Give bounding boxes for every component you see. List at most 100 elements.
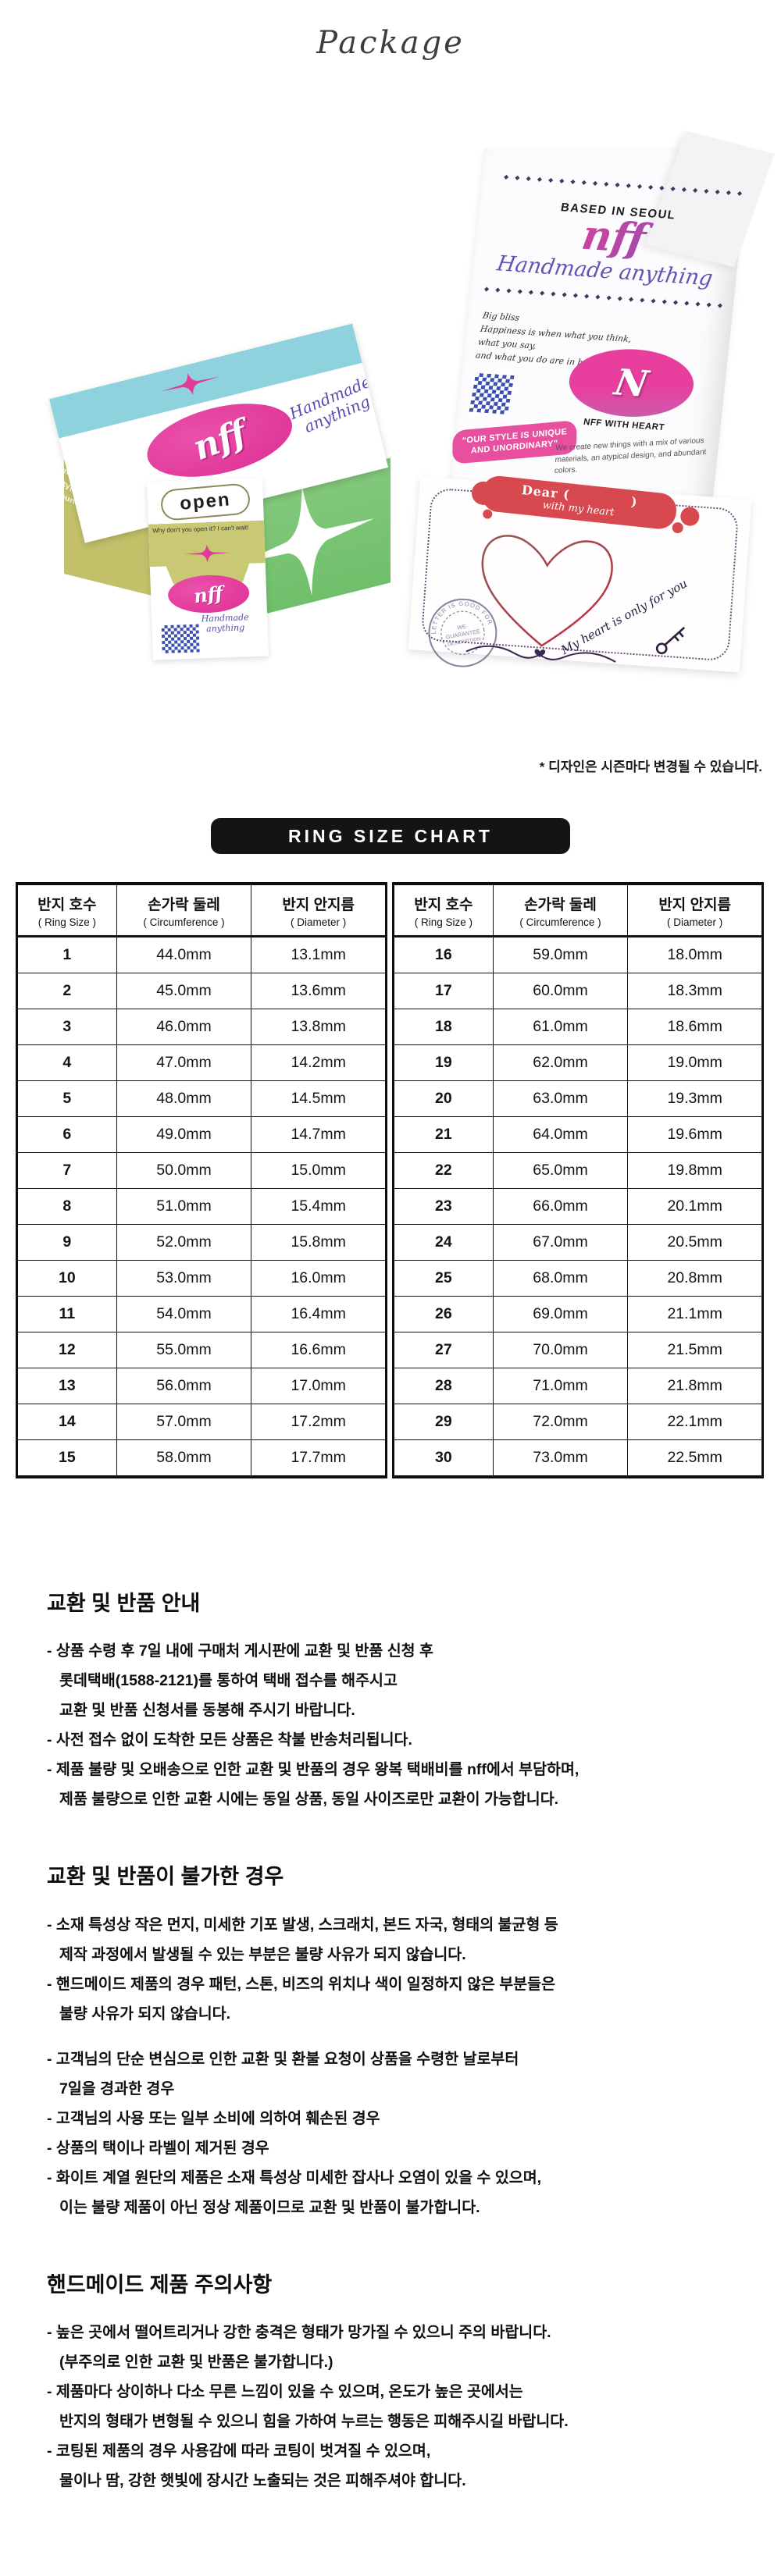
bag-print: ◆ ◆ ◆ ◆ ◆ ◆ ◆ ◆ ◆ ◆ ◆ ◆ ◆ ◆ ◆ ◆ ◆ ◆ ◆ ◆ … [451, 153, 747, 499]
diameter-cell: 19.3mm [627, 1080, 763, 1117]
policy-line: 제작 과정에서 발생될 수 있는 부분은 불량 사유가 되지 않습니다. [59, 1945, 466, 1963]
table-row: 26 69.0mm 21.1mm [393, 1296, 763, 1332]
bag-n-emblem: N [563, 345, 700, 422]
table-row: 30 73.0mm 22.5mm [393, 1439, 763, 1478]
open-label-graphic: open [159, 482, 251, 521]
key-icon [655, 626, 686, 655]
ring-size-cell: 12 [16, 1332, 117, 1368]
bag-emblem: N NFF WITH HEART [553, 344, 708, 434]
table-row: 21 64.0mm 19.6mm [393, 1116, 763, 1153]
policy-line: - 핸드메이드 제품의 경우 패턴, 스톤, 비즈의 위치나 색이 일정하지 않… [47, 1975, 556, 1993]
col-diameter: 반지 안지름( Diameter ) [627, 883, 763, 937]
policy-line: - 코팅된 제품의 경우 사용감에 따라 코팅이 벗겨질 수 있으며, [47, 2443, 431, 2460]
ring-size-cell: 27 [393, 1332, 494, 1368]
ring-size-cell: 7 [16, 1152, 117, 1189]
open-label-text: open [179, 489, 232, 514]
table-row: 3 46.0mm 13.8mm [16, 1009, 387, 1045]
diameter-cell: 20.8mm [627, 1260, 763, 1297]
table-row: 23 66.0mm 20.1mm [393, 1188, 763, 1225]
col-ring-size: 반지 호수( Ring Size ) [393, 883, 494, 937]
table-row: 13 56.0mm 17.0mm [16, 1368, 387, 1404]
diamond-chain-ornament: ◆ ◆ ◆ ◆ ◆ ◆ ◆ ◆ ◆ ◆ ◆ ◆ ◆ ◆ ◆ ◆ ◆ ◆ ◆ ◆ … [503, 173, 743, 197]
ring-size-table-right: 반지 호수( Ring Size ) 손가락 둘레( Circumference… [392, 882, 764, 1478]
star-cross-icon [239, 486, 374, 596]
table-row: 15 58.0mm 17.7mm [16, 1439, 387, 1478]
diameter-cell: 14.2mm [251, 1044, 387, 1081]
diameter-cell: 19.0mm [627, 1044, 763, 1081]
ring-size-cell: 24 [393, 1224, 494, 1261]
policy-line: - 사전 접수 없이 도착한 모든 상품은 착불 반송처리됩니다. [47, 1731, 412, 1749]
ring-size-cell: 19 [393, 1044, 494, 1081]
ring-size-cell: 29 [393, 1404, 494, 1440]
ring-size-cell: 6 [16, 1116, 117, 1153]
policy-section: 교환 및 반품이 불가한 경우 - 소재 특성상 작은 먼지, 미세한 기포 발생… [47, 1864, 750, 2222]
box-nff-logo-text: nff [187, 412, 252, 468]
ring-size-cell: 14 [16, 1404, 117, 1440]
table-row: 25 68.0mm 20.8mm [393, 1260, 763, 1297]
page-title: Package [316, 25, 465, 61]
package-photo-collage: ◆ ◆ ◆ ◆ ◆ ◆ ◆ ◆ ◆ ◆ ◆ ◆ ◆ ◆ ◆ ◆ ◆ ◆ ◆ ◆ … [0, 0, 781, 788]
box-lid-teal-band [48, 323, 362, 439]
circumference-cell: 48.0mm [116, 1080, 252, 1117]
circumference-cell: 54.0mm [116, 1296, 252, 1332]
box-tab-band: Why don't you open it? I can't wait! [148, 520, 266, 585]
policy-line: - 높은 곳에서 떨어트리거나 강한 충격은 형태가 망가질 수 있으니 주의 … [47, 2324, 551, 2342]
policy-sections: 교환 및 반품 안내 - 상품 수령 후 7일 내에 구매처 게시판에 교환 및 … [47, 1591, 750, 2546]
table-row: 1 44.0mm 13.1mm [16, 936, 387, 973]
table-header-row: 반지 호수( Ring Size ) 손가락 둘레( Circumference… [393, 883, 763, 937]
policy-line: - 고객님의 사용 또는 일부 소비에 의하여 훼손된 경우 [47, 2109, 380, 2127]
circumference-cell: 50.0mm [116, 1152, 252, 1189]
diameter-cell: 19.6mm [627, 1116, 763, 1153]
sparkle-icon [161, 372, 219, 395]
box-tab-caption: Why don't you open it? I can't wait! [152, 524, 249, 535]
ring-size-cell: 17 [393, 973, 494, 1009]
diameter-cell: 15.0mm [251, 1152, 387, 1189]
table-row: 12 55.0mm 16.6mm [16, 1332, 387, 1368]
circumference-cell: 51.0mm [116, 1188, 252, 1225]
ring-size-cell: 22 [393, 1152, 494, 1189]
diameter-cell: 20.5mm [627, 1224, 763, 1261]
ring-size-cell: 10 [16, 1260, 117, 1297]
sparkle-icon [184, 543, 231, 564]
design-note: * 디자인은 시즌마다 변경될 수 있습니다. [539, 760, 762, 774]
diameter-cell: 17.2mm [251, 1404, 387, 1440]
ring-size-table-left: 반지 호수( Ring Size ) 손가락 둘레( Circumference… [16, 882, 387, 1478]
ring-size-tables: 반지 호수( Ring Size ) 손가락 둘레( Circumference… [16, 882, 764, 1478]
policy-line: 이는 불량 제품이 아닌 정상 제품이므로 교환 및 반품이 불가합니다. [59, 2198, 480, 2216]
box-tab-nff-text: nff [192, 581, 225, 607]
policy-line: - 상품 수령 후 7일 내에 구매처 게시판에 교환 및 반품 신청 후 [47, 1642, 433, 1660]
qr-code-icon [159, 622, 201, 656]
circumference-cell: 46.0mm [116, 1009, 252, 1045]
diameter-cell: 21.1mm [627, 1296, 763, 1332]
ring-size-cell: 26 [393, 1296, 494, 1332]
table-row: 5 48.0mm 14.5mm [16, 1080, 387, 1117]
section-heading: 교환 및 반품이 불가한 경우 [47, 1865, 284, 1889]
circumference-cell: 45.0mm [116, 973, 252, 1009]
circumference-cell: 58.0mm [116, 1439, 252, 1478]
diameter-cell: 14.5mm [251, 1080, 387, 1117]
circumference-cell: 44.0mm [116, 936, 252, 973]
circumference-cell: 53.0mm [116, 1260, 252, 1297]
table-row: 24 67.0mm 20.5mm [393, 1224, 763, 1261]
col-circumference: 손가락 둘레( Circumference ) [116, 883, 252, 937]
policy-line: 롯데택배(1588-2121)를 통하여 택배 접수를 해주시고 [59, 1672, 398, 1690]
box-open-tab: open Why don't you open it? I can't wait… [147, 478, 269, 660]
box-tab-handmade-label: Handmade anything [201, 612, 249, 634]
table-row: 18 61.0mm 18.6mm [393, 1009, 763, 1045]
circumference-cell: 61.0mm [492, 1009, 629, 1045]
circumference-cell: 72.0mm [492, 1404, 629, 1440]
table-row: 9 52.0mm 15.8mm [16, 1224, 387, 1261]
policy-line: 제품 불량으로 인한 교환 시에는 동일 상품, 동일 사이즈로만 교환이 가능… [59, 1791, 559, 1809]
policy-line: - 소재 특성상 작은 먼지, 미세한 기포 발생, 스크래치, 본드 자국, … [47, 1916, 558, 1934]
heart-outline [481, 535, 613, 647]
ring-size-cell: 23 [393, 1188, 494, 1225]
diameter-cell: 22.5mm [627, 1439, 763, 1478]
ring-size-chart-title-text: RING SIZE CHART [288, 825, 493, 846]
circumference-cell: 70.0mm [492, 1332, 629, 1368]
box-lid: nff Handmade anything [48, 323, 389, 543]
message-card: Dear ( ) with my heart LETTER IS GOOD FO… [408, 474, 752, 673]
diameter-cell: 13.1mm [251, 936, 387, 973]
circumference-cell: 67.0mm [492, 1224, 629, 1261]
bag-description-text: We create new things with a mix of vario… [554, 436, 707, 475]
